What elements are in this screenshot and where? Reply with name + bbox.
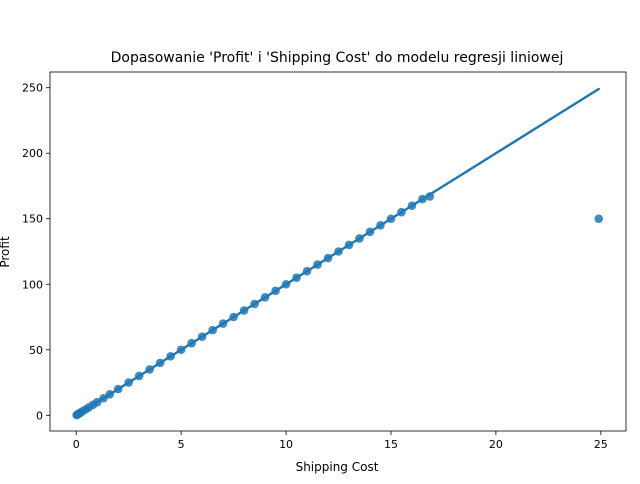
- scatter-points: [72, 192, 604, 420]
- x-tick-label: 25: [594, 438, 608, 451]
- x-tick-label: 15: [384, 438, 398, 451]
- x-tick-label: 0: [73, 438, 80, 451]
- chart-title: Dopasowanie 'Profit' i 'Shipping Cost' d…: [111, 50, 564, 66]
- regression-line: [75, 87, 600, 417]
- y-axis-label: Profit: [0, 236, 12, 268]
- axes-border: [49, 71, 627, 432]
- regression-line-group: [75, 87, 600, 417]
- x-axis-label: Shipping Cost: [296, 460, 379, 474]
- y-axis-ticks: 0 50 100 150 200 250: [22, 82, 50, 422]
- x-tick-label: 5: [178, 438, 185, 451]
- y-tick-label: 100: [22, 278, 43, 291]
- axes-frame: [49, 71, 627, 432]
- x-tick-label: 20: [489, 438, 503, 451]
- y-tick-label: 150: [22, 213, 43, 226]
- x-tick-label: 10: [279, 438, 293, 451]
- y-tick-label: 0: [36, 409, 43, 422]
- scatter-point: [594, 214, 604, 224]
- y-tick-label: 250: [22, 82, 43, 95]
- y-tick-label: 50: [29, 344, 43, 357]
- y-tick-label: 200: [22, 147, 43, 160]
- x-axis-ticks: 0 5 10 15 20 25: [73, 431, 608, 451]
